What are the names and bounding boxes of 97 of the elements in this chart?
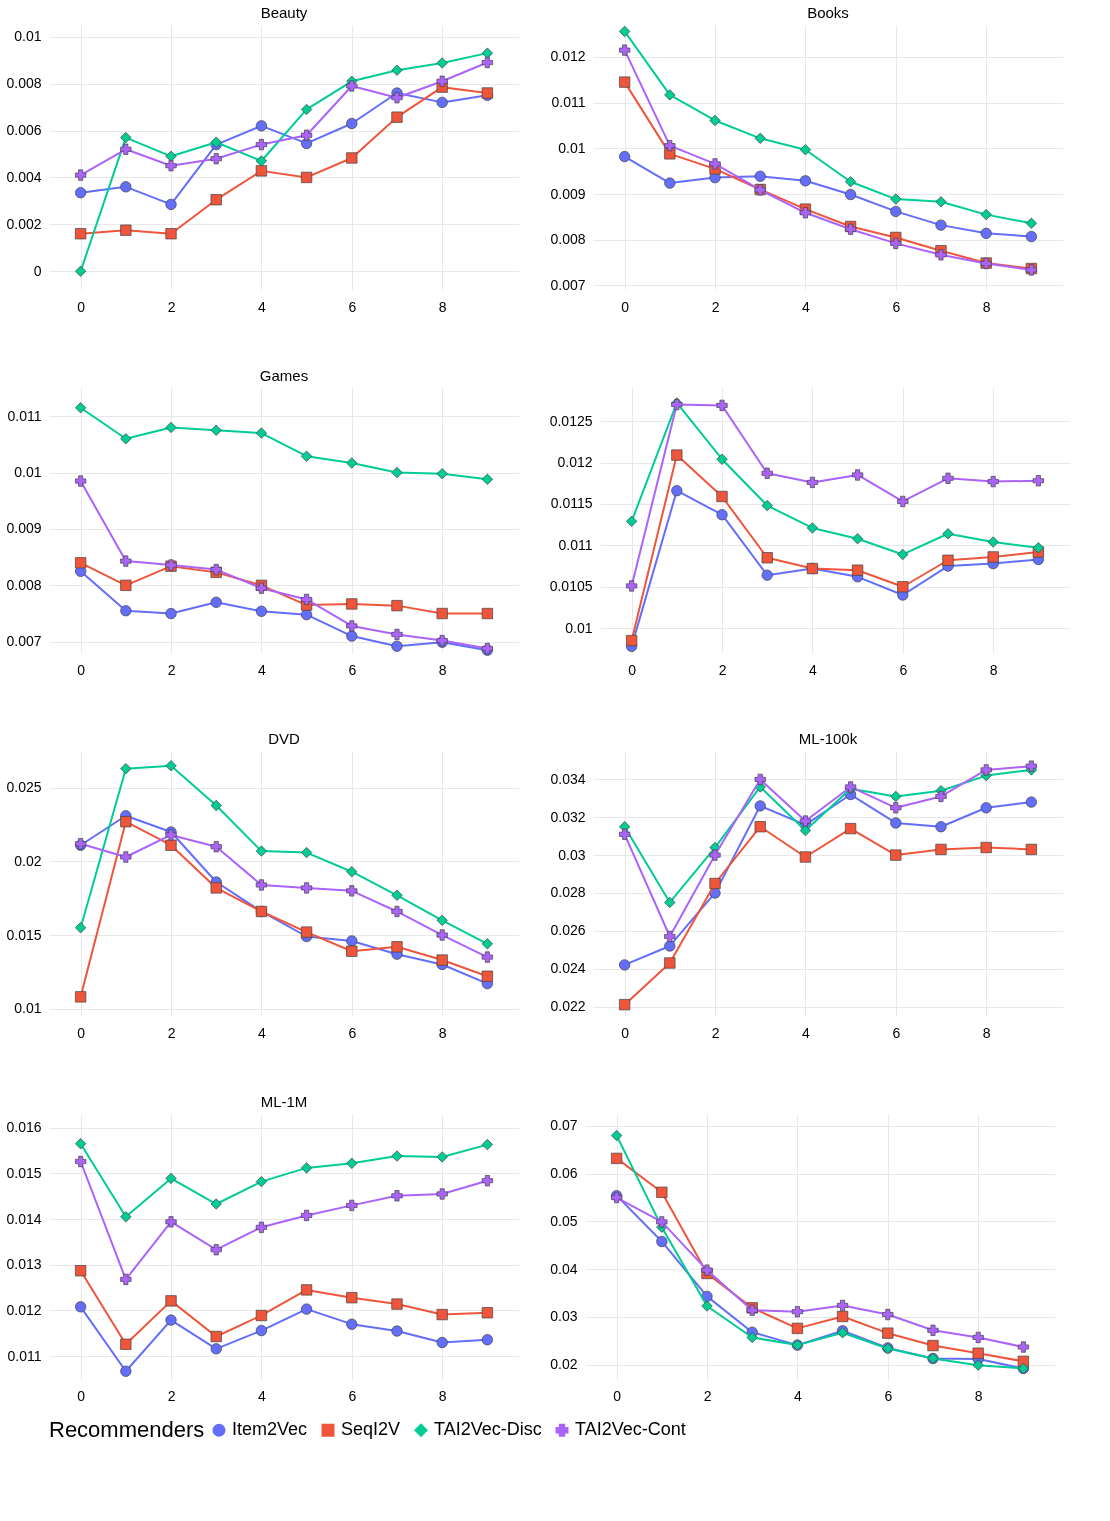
chart-title: Beauty xyxy=(260,4,308,21)
x-tick-label: 2 xyxy=(711,298,720,315)
y-tick-label: 0.008 xyxy=(6,75,42,92)
y-tick-label: 0.01 xyxy=(14,28,42,45)
x-tick-label: 6 xyxy=(899,661,908,678)
x-tick-label: 8 xyxy=(438,298,447,315)
y-tick-label: 0.05 xyxy=(550,1212,578,1229)
y-tick-label: 0.026 xyxy=(550,922,586,939)
x-tick-label: 0 xyxy=(77,661,86,678)
y-tick-label: 0.002 xyxy=(6,215,42,232)
y-tick-label: 0.004 xyxy=(6,168,42,185)
legend-label: TAI2Vec-Disc xyxy=(434,1419,542,1440)
y-tick-label: 0.028 xyxy=(550,884,586,901)
chart-title: Books xyxy=(807,3,849,21)
x-tick-label: 4 xyxy=(258,298,267,315)
y-tick-label: 0.07 xyxy=(550,1117,578,1134)
y-tick-label: 0.011 xyxy=(558,536,593,553)
x-tick-label: 0 xyxy=(621,1024,630,1041)
x-tick-label: 4 xyxy=(802,1024,811,1041)
x-tick-label: 8 xyxy=(438,1387,447,1404)
y-tick-label: 0.007 xyxy=(550,276,586,293)
x-tick-label: 2 xyxy=(703,1387,712,1404)
y-tick-label: 0.011 xyxy=(7,1347,42,1364)
x-tick-label: 8 xyxy=(982,298,991,315)
x-tick-label: 4 xyxy=(794,1387,803,1404)
y-tick-label: 0.024 xyxy=(550,960,586,977)
y-tick-label: 0.0105 xyxy=(549,578,593,595)
legend-label: Item2Vec xyxy=(232,1419,308,1440)
x-tick-label: 8 xyxy=(974,1387,983,1404)
y-tick-label: 0.01 xyxy=(565,619,593,636)
chart-title: Games xyxy=(259,367,309,384)
x-tick-label: 0 xyxy=(621,298,630,315)
x-tick-label: 0 xyxy=(77,1024,86,1041)
x-tick-label: 2 xyxy=(167,1024,176,1041)
x-tick-label: 0 xyxy=(628,661,637,678)
y-tick-label: 0.009 xyxy=(6,520,42,537)
y-tick-label: 0.012 xyxy=(550,48,586,65)
x-tick-label: 8 xyxy=(438,1024,447,1041)
x-tick-label: 6 xyxy=(348,298,357,315)
chart-title: DVD xyxy=(268,730,300,747)
x-tick-label: 4 xyxy=(258,1387,267,1404)
legend-title: Recommenders xyxy=(49,1417,205,1442)
y-tick-label: 0.012 xyxy=(6,1301,42,1318)
y-tick-label: 0.032 xyxy=(550,808,586,825)
y-tick-label: 0.0115 xyxy=(550,495,593,512)
y-tick-label: 0.014 xyxy=(6,1210,42,1227)
y-tick-label: 0.008 xyxy=(6,576,42,593)
y-tick-label: 0.013 xyxy=(6,1256,42,1273)
y-tick-label: 0.008 xyxy=(550,231,586,248)
y-tick-label: 0.03 xyxy=(550,1308,578,1325)
legend-label: SeqI2V xyxy=(341,1419,401,1440)
x-tick-label: 6 xyxy=(892,1024,901,1041)
y-tick-label: 0.012 xyxy=(557,454,593,471)
x-tick-label: 0 xyxy=(77,298,86,315)
x-tick-label: 2 xyxy=(718,661,727,678)
y-tick-label: 0.025 xyxy=(6,779,42,796)
x-tick-label: 2 xyxy=(167,298,176,315)
y-tick-label: 0.01 xyxy=(558,139,586,156)
x-tick-label: 8 xyxy=(438,661,447,678)
y-tick-label: 0.016 xyxy=(6,1119,42,1136)
x-tick-label: 4 xyxy=(802,298,811,315)
x-tick-label: 0 xyxy=(613,1387,622,1404)
chart-title: ML-100k xyxy=(798,730,858,747)
x-tick-label: 6 xyxy=(884,1387,893,1404)
x-tick-label: 2 xyxy=(711,1024,720,1041)
y-tick-label: 0.01 xyxy=(14,1000,42,1017)
y-tick-label: 0.02 xyxy=(550,1356,578,1373)
y-tick-label: 0.007 xyxy=(6,633,42,650)
y-tick-label: 0.034 xyxy=(550,770,586,787)
chart-title: ML-1M xyxy=(260,1093,308,1110)
y-tick-label: 0.011 xyxy=(551,94,586,111)
x-tick-label: 6 xyxy=(348,1024,357,1041)
x-tick-label: 8 xyxy=(982,1024,991,1041)
legend-label: TAI2Vec-Cont xyxy=(575,1419,686,1440)
y-tick-label: 0.009 xyxy=(550,185,586,202)
y-tick-label: 0.03 xyxy=(558,846,586,863)
y-tick-label: 0.06 xyxy=(550,1165,578,1182)
x-tick-label: 0 xyxy=(77,1387,86,1404)
y-tick-label: 0.011 xyxy=(7,407,42,424)
x-tick-label: 4 xyxy=(258,661,267,678)
x-tick-label: 4 xyxy=(258,1024,267,1041)
y-tick-label: 0.02 xyxy=(14,852,42,869)
y-tick-label: 0.006 xyxy=(6,122,42,139)
x-tick-label: 4 xyxy=(809,661,818,678)
y-tick-label: 0 xyxy=(33,262,42,279)
x-tick-label: 6 xyxy=(348,661,357,678)
x-tick-label: 8 xyxy=(989,661,998,678)
y-tick-label: 0.015 xyxy=(6,926,42,943)
y-tick-label: 0.022 xyxy=(550,998,586,1015)
x-tick-label: 2 xyxy=(167,661,176,678)
y-tick-label: 0.015 xyxy=(6,1164,42,1181)
x-tick-label: 6 xyxy=(892,298,901,315)
y-tick-label: 0.04 xyxy=(550,1260,578,1277)
y-tick-label: 0.01 xyxy=(14,464,42,481)
x-tick-label: 6 xyxy=(348,1387,357,1404)
x-tick-label: 2 xyxy=(167,1387,176,1404)
y-tick-label: 0.0125 xyxy=(549,412,593,429)
